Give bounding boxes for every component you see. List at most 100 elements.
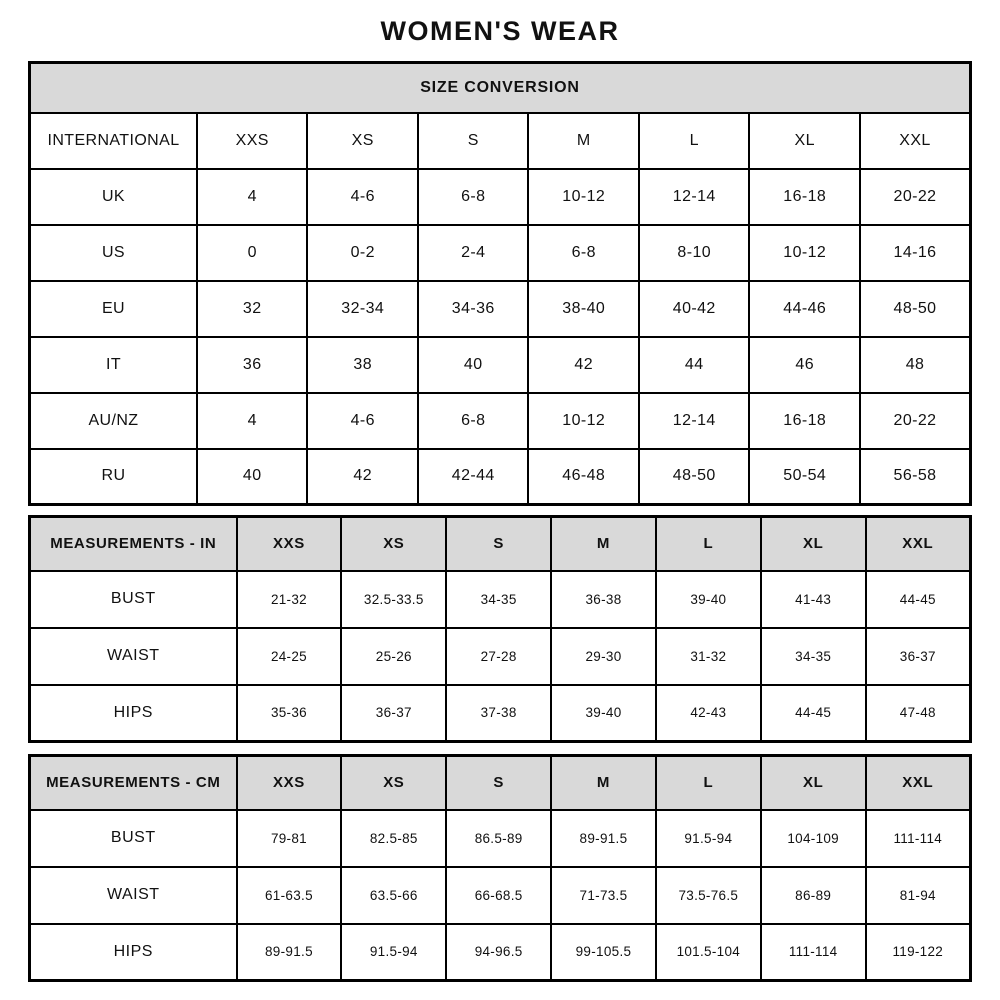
size-value-cell: 0 xyxy=(195,223,309,282)
size-value-cell: 46-48 xyxy=(527,447,640,506)
size-value-cell: 42-44 xyxy=(416,447,530,506)
measurement-value-cell: 111-114 xyxy=(864,808,972,868)
size-value-cell: 40 xyxy=(195,447,309,506)
measurement-label: WAIST xyxy=(28,626,238,686)
table-row-bust-cm: BUST 79-81 82.5-85 86.5-89 89-91.5 91.5-… xyxy=(28,808,972,868)
measurement-value-cell: 42-43 xyxy=(654,683,762,743)
measurement-value-cell: 36-38 xyxy=(550,569,657,629)
table-row-us: US 0 0-2 2-4 6-8 8-10 10-12 14-16 xyxy=(28,223,972,282)
measurement-value-cell: 73.5-76.5 xyxy=(654,865,762,925)
column-header-size: XL xyxy=(748,111,861,170)
size-value-cell: 6-8 xyxy=(527,223,640,282)
measurement-value-cell: 34-35 xyxy=(759,626,867,686)
size-conversion-table: SIZE CONVERSION INTERNATIONAL XXS XS S M… xyxy=(28,61,972,506)
measurement-value-cell: 71-73.5 xyxy=(550,865,657,925)
size-value-cell: 10-12 xyxy=(527,167,640,226)
size-column-header: XXL xyxy=(864,754,972,811)
size-value-cell: 50-54 xyxy=(748,447,861,506)
measurement-value-cell: 86-89 xyxy=(759,865,867,925)
measurements-cm-title: MEASUREMENTS - CM xyxy=(28,754,238,811)
table-row-aunz: AU/NZ 4 4-6 6-8 10-12 12-14 16-18 20-22 xyxy=(28,391,972,450)
table-row-waist-in: WAIST 24-25 25-26 27-28 29-30 31-32 34-3… xyxy=(28,626,972,686)
size-column-header: XXL xyxy=(864,515,972,572)
size-column-header: M xyxy=(550,515,657,572)
size-value-cell: 6-8 xyxy=(416,391,530,450)
measurement-value-cell: 27-28 xyxy=(445,626,553,686)
size-value-cell: 42 xyxy=(306,447,419,506)
size-column-header: XS xyxy=(340,515,448,572)
measurement-value-cell: 94-96.5 xyxy=(445,922,553,982)
size-column-header: XS xyxy=(340,754,448,811)
size-value-cell: 40 xyxy=(416,335,530,394)
size-value-cell: 44-46 xyxy=(748,279,861,338)
size-value-cell: 2-4 xyxy=(416,223,530,282)
size-value-cell: 4-6 xyxy=(306,167,419,226)
measurement-label: WAIST xyxy=(28,865,238,925)
measurement-value-cell: 36-37 xyxy=(340,683,448,743)
size-value-cell: 14-16 xyxy=(858,223,972,282)
size-value-cell: 16-18 xyxy=(748,167,861,226)
region-label: AU/NZ xyxy=(28,391,198,450)
size-value-cell: 48-50 xyxy=(858,279,972,338)
measurement-value-cell: 91.5-94 xyxy=(654,808,762,868)
table-row-eu: EU 32 32-34 34-36 38-40 40-42 44-46 48-5… xyxy=(28,279,972,338)
measurement-value-cell: 29-30 xyxy=(550,626,657,686)
column-header-international: INTERNATIONAL xyxy=(28,111,198,170)
measurement-value-cell: 44-45 xyxy=(759,683,867,743)
measurements-in-table: MEASUREMENTS - IN XXS XS S M L XL XXL BU… xyxy=(28,515,972,743)
column-header-size: XXS xyxy=(195,111,309,170)
measurement-value-cell: 32.5-33.5 xyxy=(340,569,448,629)
size-column-header: XXS xyxy=(235,515,343,572)
size-value-cell: 8-10 xyxy=(637,223,751,282)
size-value-cell: 36 xyxy=(195,335,309,394)
measurement-value-cell: 39-40 xyxy=(550,683,657,743)
measurement-value-cell: 39-40 xyxy=(654,569,762,629)
measurement-value-cell: 119-122 xyxy=(864,922,972,982)
measurement-value-cell: 101.5-104 xyxy=(654,922,762,982)
region-label: US xyxy=(28,223,198,282)
size-value-cell: 48-50 xyxy=(637,447,751,506)
measurement-value-cell: 44-45 xyxy=(864,569,972,629)
size-value-cell: 4 xyxy=(195,391,309,450)
measurement-value-cell: 24-25 xyxy=(235,626,343,686)
table-row-bust-in: BUST 21-32 32.5-33.5 34-35 36-38 39-40 4… xyxy=(28,569,972,629)
size-column-header: L xyxy=(654,754,762,811)
measurement-value-cell: 21-32 xyxy=(235,569,343,629)
measurement-value-cell: 111-114 xyxy=(759,922,867,982)
column-header-size: S xyxy=(416,111,530,170)
region-label: IT xyxy=(28,335,198,394)
region-label: RU xyxy=(28,447,198,506)
size-column-header: M xyxy=(550,754,657,811)
measurement-label: BUST xyxy=(28,569,238,629)
measurement-value-cell: 36-37 xyxy=(864,626,972,686)
size-value-cell: 32 xyxy=(195,279,309,338)
size-value-cell: 46 xyxy=(748,335,861,394)
measurement-value-cell: 35-36 xyxy=(235,683,343,743)
size-value-cell: 10-12 xyxy=(527,391,640,450)
size-value-cell: 38-40 xyxy=(527,279,640,338)
size-value-cell: 10-12 xyxy=(748,223,861,282)
size-value-cell: 16-18 xyxy=(748,391,861,450)
measurement-label: BUST xyxy=(28,808,238,868)
size-value-cell: 56-58 xyxy=(858,447,972,506)
measurement-label: HIPS xyxy=(28,683,238,743)
column-header-size: M xyxy=(527,111,640,170)
measurements-cm-header-row: MEASUREMENTS - CM XXS XS S M L XL XXL xyxy=(28,754,972,811)
size-column-header: XXS xyxy=(235,754,343,811)
table-row-ru: RU 40 42 42-44 46-48 48-50 50-54 56-58 xyxy=(28,447,972,506)
size-value-cell: 4 xyxy=(195,167,309,226)
size-column-header: S xyxy=(445,754,553,811)
table-row-hips-cm: HIPS 89-91.5 91.5-94 94-96.5 99-105.5 10… xyxy=(28,922,972,982)
measurement-value-cell: 41-43 xyxy=(759,569,867,629)
measurement-value-cell: 79-81 xyxy=(235,808,343,868)
region-label: UK xyxy=(28,167,198,226)
size-value-cell: 44 xyxy=(637,335,751,394)
size-value-cell: 12-14 xyxy=(637,391,751,450)
measurement-value-cell: 89-91.5 xyxy=(550,808,657,868)
measurements-in-header-row: MEASUREMENTS - IN XXS XS S M L XL XXL xyxy=(28,515,972,572)
column-header-size: L xyxy=(637,111,751,170)
measurement-value-cell: 25-26 xyxy=(340,626,448,686)
measurement-value-cell: 91.5-94 xyxy=(340,922,448,982)
size-value-cell: 32-34 xyxy=(306,279,419,338)
measurement-value-cell: 89-91.5 xyxy=(235,922,343,982)
